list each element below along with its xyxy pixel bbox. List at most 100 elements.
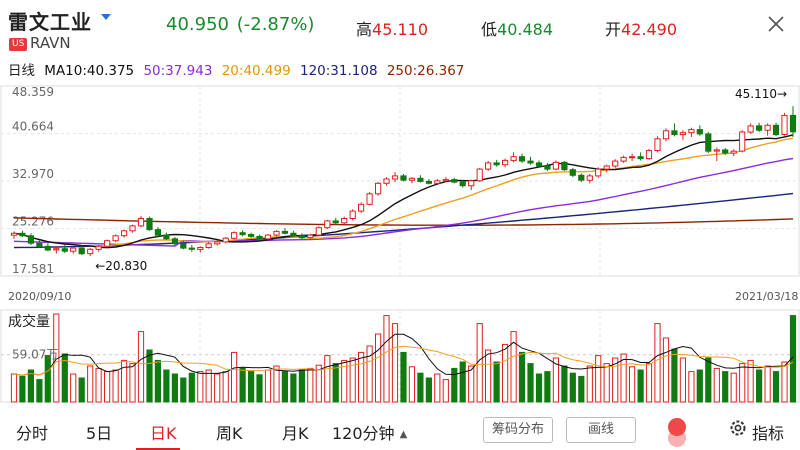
- low-value: 40.484: [497, 20, 553, 39]
- candle: [408, 177, 415, 184]
- candle: [146, 216, 153, 231]
- tab-weekly-k[interactable]: 周K: [216, 424, 243, 443]
- tab-intraday[interactable]: 分时: [16, 424, 49, 443]
- candle: [137, 216, 145, 228]
- volume-bar: [171, 373, 179, 403]
- candle-body: [502, 159, 509, 166]
- price-readout: 40.950 (-2.87%): [166, 14, 314, 35]
- tab-monthly-k[interactable]: 月K: [282, 424, 309, 443]
- tab-120min[interactable]: 120分钟 ▲: [332, 420, 407, 444]
- volume-bar: [552, 357, 559, 403]
- volume-bar: [36, 379, 43, 403]
- volume-bar: [713, 367, 720, 403]
- chip-distribution-button[interactable]: 筹码分布: [483, 417, 553, 443]
- candle-body: [95, 245, 102, 250]
- stock-switch-dropdown-icon[interactable]: [101, 14, 111, 20]
- current-price: 40.950: [166, 14, 229, 35]
- candle: [298, 233, 305, 240]
- candle-body: [662, 130, 670, 140]
- tab-daily-k[interactable]: 日K: [150, 424, 177, 443]
- candle-body: [789, 114, 797, 133]
- candle-body: [104, 240, 111, 247]
- volume-bar: [764, 365, 771, 403]
- volume-bar: [214, 373, 221, 403]
- candle: [679, 130, 686, 141]
- end-date: 2021/03/18: [735, 290, 799, 303]
- draw-line-button[interactable]: 画线: [566, 417, 636, 443]
- candle: [307, 233, 314, 239]
- close-button[interactable]: [760, 8, 792, 40]
- ma10-value: MA10:40.375: [44, 63, 135, 79]
- volume-bar: [569, 372, 576, 403]
- indicator-button[interactable]: 指标: [752, 424, 785, 443]
- candle: [281, 228, 288, 235]
- candle: [239, 230, 246, 237]
- volume-chart[interactable]: 59.07万: [0, 306, 800, 410]
- candle: [696, 125, 703, 136]
- volume-bar: [87, 365, 94, 403]
- volume-bar: [154, 359, 162, 403]
- stock-name[interactable]: 雷文工业: [8, 10, 92, 34]
- volume-bar: [383, 315, 390, 403]
- volume-bar: [561, 365, 568, 403]
- candle-body: [561, 161, 568, 171]
- candlestick-chart[interactable]: 48.359 40.664 32.970 25.276 17.581 45.110→ ←20…: [0, 76, 800, 308]
- candle-body: [121, 230, 128, 237]
- candle-body: [535, 162, 543, 167]
- volume-bar: [442, 379, 449, 403]
- candle: [10, 231, 18, 239]
- volume-bar: [502, 343, 509, 403]
- candle-body: [383, 178, 390, 184]
- candle-body: [78, 247, 85, 255]
- candle-body: [730, 150, 737, 154]
- tab-5day[interactable]: 5日: [86, 424, 113, 443]
- candle: [451, 177, 458, 184]
- candle: [256, 234, 263, 241]
- candle-body: [756, 125, 763, 131]
- candle: [214, 240, 221, 246]
- candle: [61, 245, 68, 254]
- volume-bar: [349, 357, 356, 403]
- candle-body: [324, 220, 331, 229]
- volume-bar: [671, 348, 678, 403]
- candle: [434, 178, 441, 186]
- candle: [19, 230, 26, 237]
- candle-body: [518, 156, 526, 162]
- candle-body: [44, 245, 51, 251]
- candle-body: [307, 234, 314, 239]
- candle: [425, 178, 432, 185]
- volume-bar: [612, 357, 619, 403]
- volume-bar: [722, 371, 729, 403]
- candle-body: [578, 174, 585, 181]
- volume-bar: [231, 351, 238, 403]
- volume-bar: [747, 359, 754, 403]
- candle-body: [36, 242, 43, 247]
- volume-bar: [146, 349, 153, 403]
- volume-bar: [104, 371, 111, 403]
- candle: [205, 241, 212, 249]
- candle-body: [747, 125, 754, 133]
- candle-body: [451, 179, 458, 183]
- candle: [163, 232, 170, 241]
- volume-bar: [544, 371, 551, 403]
- candle-body: [281, 230, 288, 234]
- candle: [535, 160, 543, 168]
- candle: [645, 148, 653, 160]
- candle-body: [612, 160, 619, 167]
- volume-bar: [324, 355, 331, 403]
- indicator-gear-icon[interactable]: [728, 418, 748, 438]
- candle: [332, 217, 339, 225]
- candle: [341, 216, 348, 226]
- y-tick-label: 32.970: [12, 167, 54, 181]
- candle-body: [137, 218, 145, 227]
- volume-bar: [485, 349, 492, 403]
- volume-bar: [281, 371, 288, 403]
- candle-body: [146, 218, 153, 231]
- record-dot-icon[interactable]: [668, 418, 686, 436]
- candle: [603, 164, 610, 173]
- candle-body: [129, 225, 136, 232]
- volume-ma-line: [13, 345, 794, 376]
- candle: [417, 175, 424, 183]
- volume-bar: [527, 363, 534, 403]
- volume-bar: [61, 353, 68, 403]
